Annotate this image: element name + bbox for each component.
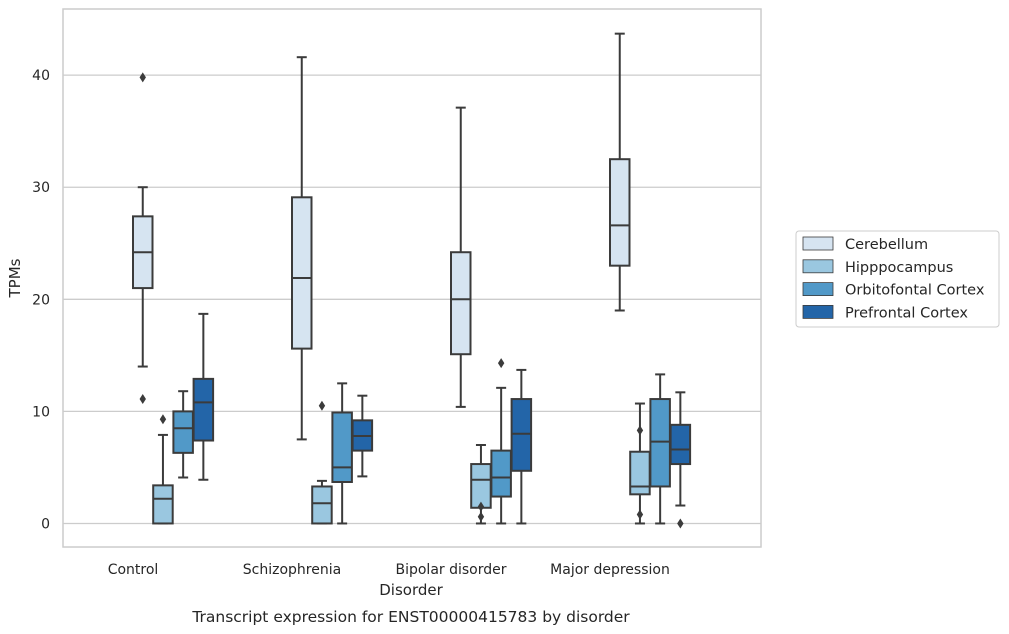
legend-label: Prefrontal Cortex <box>845 305 968 321</box>
box <box>450 106 472 408</box>
outlier-point <box>318 400 326 411</box>
legend-frame <box>795 230 1000 328</box>
series-hipppocampus <box>152 400 651 525</box>
iqr-box <box>450 251 472 356</box>
iqr-box <box>669 423 692 466</box>
iqr-box <box>311 485 333 525</box>
outlier-point <box>677 518 684 529</box>
box <box>192 312 215 481</box>
y-tick-label: 0 <box>41 516 50 532</box>
y-tick-label: 20 <box>32 292 50 308</box>
x-tick-label: Control <box>108 562 159 578</box>
y-tick-label: 30 <box>32 180 50 196</box>
legend-label: Cerebellum <box>845 237 928 253</box>
outlier-point <box>139 394 146 405</box>
x-tick-label: Schizophrenia <box>243 562 341 578</box>
plot-area-frame <box>62 8 762 548</box>
box <box>291 56 313 441</box>
outlier-point <box>477 511 485 522</box>
legend-label: Orbitofontal Cortex <box>845 283 985 299</box>
iqr-box <box>629 450 651 496</box>
outlier-point <box>139 72 146 83</box>
box <box>132 72 154 405</box>
box <box>609 32 631 312</box>
box <box>311 400 333 525</box>
y-axis-label: TPMs <box>6 258 24 298</box>
x-tick-label: Bipolar disorder <box>395 562 506 578</box>
iqr-box <box>192 377 215 442</box>
y-tick-label: 10 <box>32 404 50 420</box>
iqr-box <box>172 410 194 454</box>
box <box>331 382 353 525</box>
x-tick-label: Major depression <box>550 562 670 578</box>
box <box>669 391 692 529</box>
iqr-box <box>510 398 533 472</box>
outlier-point <box>636 425 644 436</box>
series-orbitofontal-cortex <box>172 358 671 525</box>
series-cerebellum <box>132 32 631 441</box>
box <box>152 414 174 525</box>
box <box>629 402 651 525</box>
iqr-box <box>609 158 631 267</box>
series-prefrontal-cortex <box>192 312 692 529</box>
legend-label: Hipppocampus <box>845 260 953 276</box>
iqr-box <box>470 463 492 509</box>
legend: Cerebellum Hipppocampus Orbitofontal Corte… <box>795 230 1000 328</box>
box <box>510 368 533 525</box>
box <box>172 390 194 479</box>
legend-swatch <box>802 236 834 251</box>
legend-swatch <box>802 304 834 319</box>
iqr-box <box>152 484 174 525</box>
chart-caption: Transcript expression for ENST0000041578… <box>191 608 630 626</box>
outlier-point <box>636 509 644 520</box>
iqr-box <box>291 196 313 350</box>
x-axis-ticks: Control Schizophrenia Bipolar disorder Majo… <box>108 562 670 578</box>
box <box>649 373 671 525</box>
box-series <box>132 32 692 529</box>
y-tick-label: 40 <box>32 68 50 84</box>
outlier-point <box>159 414 167 425</box>
legend-swatch <box>802 259 834 274</box>
legend-items: Cerebellum Hipppocampus Orbitofontal Corte… <box>802 236 985 321</box>
y-axis-ticks: 0 10 20 30 40 <box>32 68 50 532</box>
box <box>470 444 492 525</box>
outlier-point <box>497 358 505 369</box>
x-axis-label: Disorder <box>379 581 443 599</box>
iqr-box <box>649 398 671 488</box>
iqr-box <box>490 449 512 498</box>
box <box>351 394 374 478</box>
box <box>490 358 512 525</box>
outlier-point <box>477 501 485 512</box>
iqr-box <box>331 411 353 483</box>
legend-swatch <box>802 282 834 297</box>
